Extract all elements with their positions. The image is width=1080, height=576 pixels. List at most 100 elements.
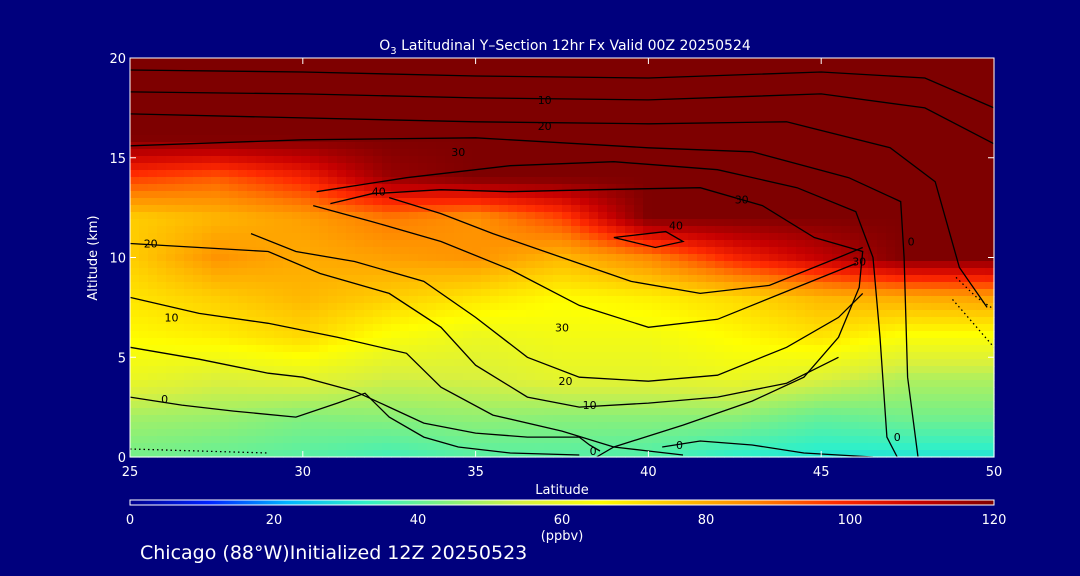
ozone-cell — [724, 128, 734, 136]
ozone-cell — [796, 205, 806, 213]
ozone-cell — [175, 149, 185, 157]
ozone-cell — [166, 331, 176, 339]
ozone-cell — [229, 121, 239, 129]
ozone-cell — [670, 65, 680, 73]
ozone-cell — [805, 338, 815, 346]
ozone-cell — [985, 142, 995, 150]
ozone-cell — [148, 268, 158, 276]
ozone-cell — [301, 79, 311, 87]
ozone-cell — [247, 212, 257, 220]
ozone-cell — [499, 261, 509, 269]
ozone-cell — [436, 149, 446, 157]
ozone-cell — [769, 114, 779, 122]
ozone-cell — [985, 212, 995, 220]
ozone-cell — [400, 345, 410, 353]
ozone-cell — [292, 128, 302, 136]
ozone-cell — [652, 149, 662, 157]
ozone-cell — [193, 191, 203, 199]
ozone-cell — [751, 142, 761, 150]
ozone-cell — [193, 93, 203, 101]
ozone-cell — [733, 212, 743, 220]
ozone-cell — [571, 65, 581, 73]
ozone-cell — [679, 261, 689, 269]
ozone-cell — [328, 331, 338, 339]
ozone-cell — [715, 247, 725, 255]
ozone-cell — [769, 191, 779, 199]
ozone-cell — [697, 345, 707, 353]
ozone-cell — [607, 310, 617, 318]
ozone-cell — [949, 408, 959, 416]
ozone-cell — [868, 191, 878, 199]
ozone-cell — [895, 107, 905, 115]
ozone-cell — [283, 338, 293, 346]
ozone-cell — [553, 170, 563, 178]
ozone-cell — [778, 114, 788, 122]
ozone-cell — [247, 191, 257, 199]
ozone-cell — [805, 219, 815, 227]
ozone-cell — [211, 401, 221, 409]
ozone-cell — [436, 275, 446, 283]
ozone-cell — [571, 415, 581, 423]
ozone-cell — [607, 268, 617, 276]
ozone-cell — [625, 128, 635, 136]
ozone-cell — [724, 79, 734, 87]
ozone-cell — [157, 170, 167, 178]
ozone-cell — [679, 289, 689, 297]
ozone-cell — [661, 261, 671, 269]
ozone-cell — [436, 345, 446, 353]
ozone-cell — [688, 128, 698, 136]
ozone-cell — [553, 261, 563, 269]
ozone-cell — [886, 219, 896, 227]
ozone-cell — [949, 107, 959, 115]
ozone-cell — [904, 86, 914, 94]
ozone-cell — [238, 387, 248, 395]
ozone-cell — [643, 163, 653, 171]
ozone-cell — [796, 93, 806, 101]
ozone-cell — [868, 380, 878, 388]
ozone-cell — [895, 149, 905, 157]
ozone-cell — [526, 226, 536, 234]
ozone-cell — [418, 394, 428, 402]
ozone-cell — [202, 261, 212, 269]
ozone-cell — [184, 184, 194, 192]
ozone-cell — [697, 93, 707, 101]
ozone-cell — [850, 149, 860, 157]
ozone-cell — [787, 156, 797, 164]
ozone-cell — [697, 275, 707, 283]
ozone-cell — [445, 79, 455, 87]
ozone-cell — [364, 100, 374, 108]
ozone-cell — [184, 128, 194, 136]
ozone-cell — [760, 394, 770, 402]
ozone-cell — [508, 408, 518, 416]
ozone-cell — [355, 72, 365, 80]
ozone-cell — [922, 198, 932, 206]
ozone-cell — [958, 296, 968, 304]
ozone-cell — [940, 296, 950, 304]
ozone-cell — [958, 100, 968, 108]
ozone-cell — [409, 254, 419, 262]
ozone-cell — [751, 380, 761, 388]
ozone-cell — [229, 408, 239, 416]
ozone-cell — [256, 359, 266, 367]
ozone-cell — [409, 303, 419, 311]
ozone-cell — [895, 324, 905, 332]
ozone-cell — [346, 72, 356, 80]
ozone-cell — [400, 128, 410, 136]
ozone-cell — [589, 324, 599, 332]
ozone-cell — [940, 142, 950, 150]
ozone-cell — [769, 282, 779, 290]
ozone-cell — [841, 219, 851, 227]
ozone-cell — [985, 408, 995, 416]
ozone-cell — [814, 65, 824, 73]
ozone-cell — [265, 121, 275, 129]
ozone-cell — [706, 163, 716, 171]
ozone-cell — [760, 387, 770, 395]
ozone-cell — [490, 275, 500, 283]
ozone-cell — [319, 121, 329, 129]
ozone-cell — [373, 282, 383, 290]
ozone-cell — [346, 303, 356, 311]
ozone-cell — [202, 310, 212, 318]
ozone-cell — [508, 394, 518, 402]
ozone-cell — [751, 86, 761, 94]
ozone-cell — [652, 205, 662, 213]
